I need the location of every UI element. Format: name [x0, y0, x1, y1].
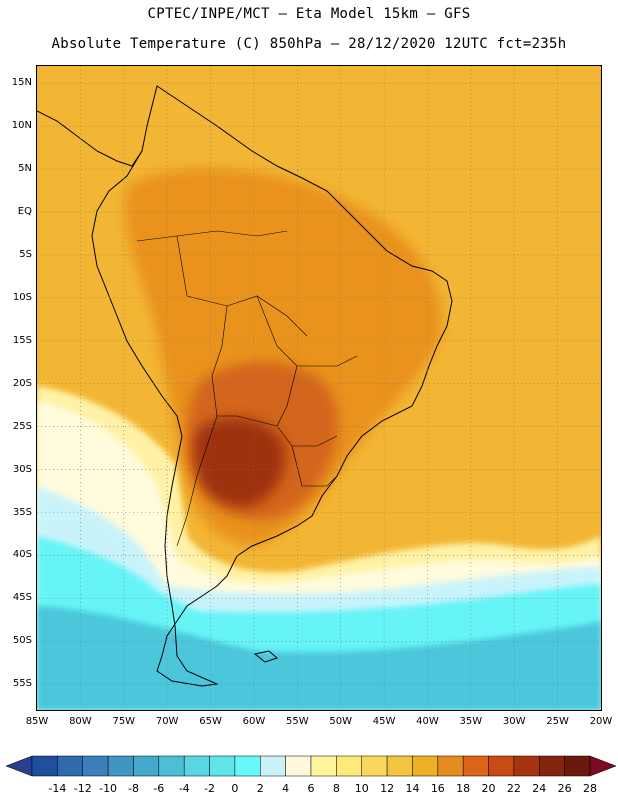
lon-tick-label: 25W: [546, 716, 569, 727]
colorbar-box: [361, 755, 388, 777]
colorbar-box: [234, 755, 261, 777]
lon-tick-label: 40W: [416, 716, 439, 727]
lat-tick-label: 15N: [11, 77, 32, 89]
colorbar-level-label: 4: [282, 782, 290, 795]
lat-lon-grid: [37, 66, 601, 710]
colorbar-level-label: -12: [73, 782, 92, 795]
lon-tick-label: 65W: [199, 716, 222, 727]
colorbar-level-label: 12: [380, 782, 395, 795]
colorbar-box: [82, 755, 109, 777]
colorbar-level-label: 28: [583, 782, 597, 795]
colorbar-box: [209, 755, 236, 777]
lon-tick-label: 20W: [589, 716, 613, 727]
colorbar-level-label: 20: [481, 782, 496, 795]
colorbar-box: [158, 755, 185, 777]
colorbar-level-label: 22: [506, 782, 521, 795]
lat-tick-label: 10N: [11, 120, 32, 132]
colorbar-level-label: -2: [204, 782, 216, 795]
lon-tick-label: 50W: [329, 716, 352, 727]
colorbar-level-label: 8: [332, 782, 340, 795]
lat-tick-label: 5S: [19, 248, 32, 260]
colorbar-box: [412, 755, 439, 777]
lat-tick-label: 15S: [12, 334, 32, 346]
colorbar-box: [285, 755, 312, 777]
country-borders: [136, 230, 358, 547]
temperature-colorbar: [6, 755, 616, 777]
lat-tick-label: 55S: [12, 678, 32, 690]
colorbar-box: [310, 755, 337, 777]
colorbar-level-label: 26: [557, 782, 572, 795]
falklands-island: [253, 650, 278, 663]
lat-tick-label: 40S: [12, 549, 32, 561]
lon-tick-label: 30W: [502, 716, 526, 727]
lon-tick-label: 45W: [372, 716, 396, 727]
central-america-coastline: [37, 110, 143, 167]
colorbar-min-arrow: [6, 755, 33, 777]
colorbar-box: [539, 755, 565, 777]
lon-tick-label: 85W: [25, 716, 49, 727]
lon-tick-label: 60W: [242, 716, 266, 727]
colorbar-box: [386, 755, 413, 777]
lon-tick-label: 80W: [69, 716, 92, 727]
temperature-field: [37, 66, 601, 710]
colorbar-level-label: 18: [456, 782, 471, 795]
colorbar-box: [57, 755, 83, 777]
lon-tick-label: 70W: [155, 716, 179, 727]
cold-zone-south-5: [37, 606, 601, 710]
colorbar-box: [133, 755, 160, 777]
colorbar-level-label: 24: [532, 782, 547, 795]
colorbar-level-label: 14: [405, 782, 420, 795]
colorbar-box: [513, 755, 540, 777]
colorbar-level-label: -6: [153, 782, 165, 795]
colorbar-level-label: 2: [256, 782, 264, 795]
south-america-coastline: [91, 85, 453, 687]
colorbar-box: [31, 755, 58, 777]
lat-tick-label: 45S: [12, 592, 32, 604]
colorbar-box: [564, 755, 591, 777]
lon-tick-label: 75W: [112, 716, 136, 727]
colorbar-box: [107, 755, 134, 777]
colorbar-box: [437, 755, 464, 777]
map-subtitle: Absolute Temperature (C) 850hPa – 28/12/…: [51, 36, 567, 52]
lat-tick-label: 25S: [12, 420, 32, 432]
lat-tick-label: 50S: [12, 635, 32, 647]
colorbar-box: [462, 755, 489, 777]
colorbar-level-label: -14: [48, 782, 67, 795]
colorbar-level-label: -10: [99, 782, 118, 795]
lon-tick-label: 55W: [285, 716, 309, 727]
lat-tick-label: 35S: [12, 506, 32, 518]
colorbar-level-label: 0: [231, 782, 239, 795]
colorbar-box: [488, 755, 515, 777]
temperature-map: [36, 65, 602, 711]
colorbar-level-label: 10: [354, 782, 369, 795]
lat-tick-label: 10S: [12, 291, 32, 303]
hot-zone-core: [193, 417, 286, 507]
colorbar-box: [260, 755, 286, 777]
lat-tick-label: 5N: [18, 163, 32, 175]
colorbar-box: [183, 755, 210, 777]
colorbar-max-arrow: [589, 755, 616, 777]
lat-tick-label: 20S: [12, 377, 32, 389]
colorbar-level-label: 6: [307, 782, 315, 795]
lat-tick-label: 30S: [12, 463, 32, 475]
map-title: CPTEC/INPE/MCT – Eta Model 15km – GFS: [147, 6, 471, 22]
colorbar-level-label: 16: [430, 782, 445, 795]
lat-tick-label: EQ: [17, 205, 32, 217]
lon-tick-label: 35W: [459, 716, 483, 727]
colorbar-level-label: -8: [127, 782, 139, 795]
colorbar-level-label: -4: [178, 782, 190, 795]
colorbar-box: [336, 755, 362, 777]
